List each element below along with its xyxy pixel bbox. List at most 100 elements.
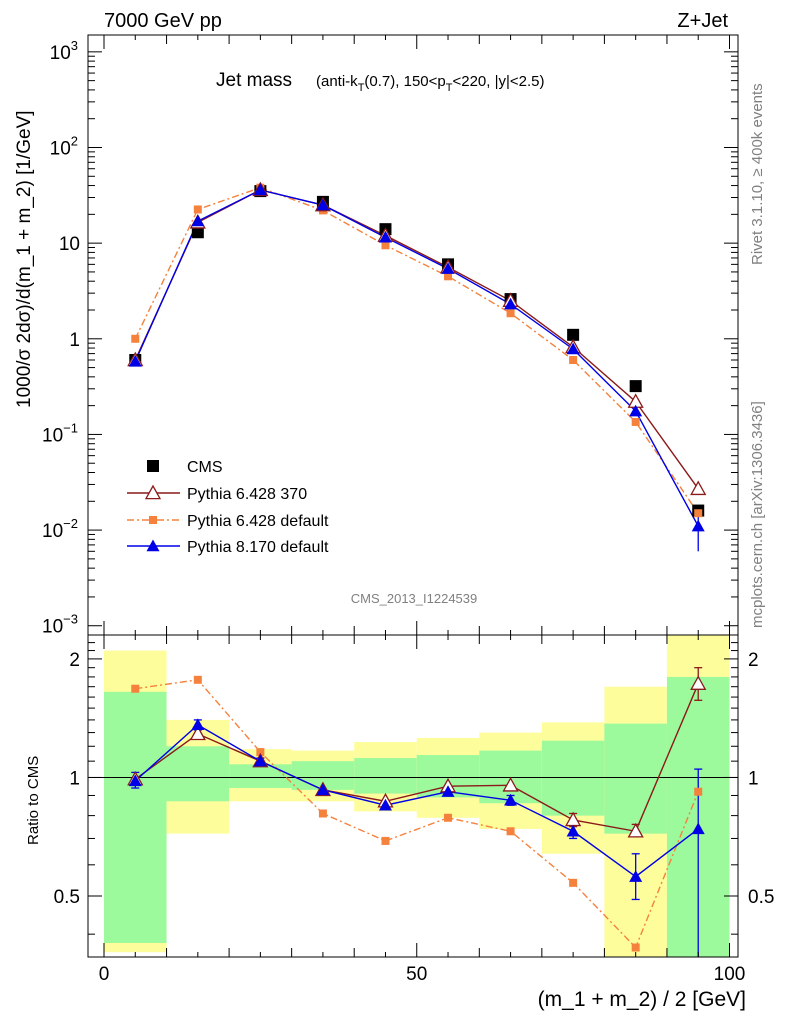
- ratio-y-tick-label-right: 1: [748, 768, 759, 789]
- main-y-tick-label: 10: [59, 234, 80, 255]
- ratio-line-p6_370: [134, 683, 699, 833]
- data-point-p6_default: [381, 241, 390, 250]
- legend-label-cms: CMS: [187, 459, 223, 476]
- ratio-point-p8_default: [566, 824, 580, 837]
- ratio-band-inner: [541, 740, 605, 816]
- ratio-y-axis-label: Ratio to CMS: [25, 756, 42, 845]
- data-point-p8_default: [191, 214, 205, 227]
- series-line-p6_default: [134, 186, 699, 514]
- ratio-point-p8_default: [629, 870, 643, 882]
- data-point-p8_default: [316, 198, 330, 211]
- legend-marker-p8_default: [146, 539, 160, 552]
- main-y-tick-label: 10−3: [42, 612, 78, 638]
- ratio-y-tick-label: 2: [69, 650, 80, 671]
- main-title: Jet mass: [216, 70, 292, 91]
- data-point-cms: [629, 380, 642, 393]
- x-tick-label: 50: [406, 964, 427, 985]
- x-axis-label: (m_1 + m_2) / 2 [GeV]: [538, 988, 746, 1011]
- data-point-p8_default: [691, 519, 705, 532]
- ratio-band-inner: [104, 691, 167, 943]
- ratio-point-p6_default: [381, 836, 390, 845]
- main-y-tick-label: 1: [69, 330, 80, 351]
- rivet-version-label: Rivet 3.1.10, ≥ 400k events: [749, 83, 766, 265]
- ratio-point-p6_default: [131, 684, 140, 693]
- ratio-band-inner: [354, 758, 417, 794]
- data-point-p8_default: [566, 342, 580, 355]
- main-axis-ticks: 10−3 10−2 10−1 1 10 102 103: [42, 35, 738, 638]
- main-frame: [87, 34, 739, 636]
- ratio-point-p6_default: [569, 878, 578, 887]
- legend-marker-p6_default: [149, 516, 157, 524]
- ratio-point-p6_370: [690, 675, 707, 690]
- ratio-y-tick-label-right: 0.5: [748, 887, 774, 908]
- ratio-point-p6_default: [193, 675, 202, 684]
- series-line-p8_default: [134, 189, 699, 527]
- ratio-line-p6_default: [135, 679, 699, 949]
- ratio-point-p6_370: [189, 725, 206, 741]
- ratio-point-p6_370: [627, 822, 644, 838]
- main-panel: 10−3 10−2 10−1 1 10 102 103 Jet mass (anti-kT(…: [14, 34, 739, 638]
- ratio-point-p6_default: [506, 827, 515, 836]
- legend-label-p6_default: Pythia 6.428 default: [187, 513, 329, 530]
- data-point-p6_default: [631, 417, 640, 426]
- ratio-y-tick-label-right: 2: [748, 650, 759, 671]
- data-point-p6_default: [444, 272, 453, 281]
- legend-marker-cms: [147, 460, 159, 472]
- ratio-band-inner: [604, 723, 667, 834]
- ratio-point-p8_default: [128, 774, 142, 787]
- data-point-p8_default: [441, 262, 455, 274]
- ratio-point-p6_default: [256, 748, 265, 757]
- main-y-tick-label: 103: [50, 38, 78, 64]
- ratio-point-p8_default: [441, 785, 455, 797]
- ratio-point-p8_default: [378, 798, 392, 811]
- data-point-p6_default: [506, 309, 515, 318]
- legend-label-p6_370: Pythia 6.428 370: [187, 486, 307, 503]
- data-point-cms: [567, 328, 580, 341]
- ratio-band-inner: [229, 764, 292, 789]
- data-point-p6_default: [193, 205, 202, 214]
- data-point-p6_370: [690, 480, 707, 496]
- data-point-p8_default: [253, 183, 267, 196]
- ratio-point-p8_default: [191, 718, 205, 731]
- ratio-point-p8_default: [253, 754, 267, 767]
- analysis-id-label: CMS_2013_I1224539: [351, 591, 478, 606]
- data-point-cms: [191, 226, 204, 239]
- ratio-line-p8_default: [134, 724, 699, 878]
- ratio-point-p6_default: [444, 813, 453, 822]
- ratio-point-p8_default: [691, 822, 705, 835]
- data-point-p6_default: [131, 334, 140, 343]
- energy-label: 7000 GeV pp: [104, 10, 222, 32]
- main-plot-area: [127, 181, 707, 552]
- main-y-axis-label: 1000/σ 2dσ)/d(m_1 + m_2) [1/GeV]: [14, 110, 35, 408]
- ratio-band-inner: [166, 746, 230, 802]
- ratio-y-tick-label: 1: [69, 768, 80, 789]
- main-y-tick-label: 102: [50, 133, 78, 159]
- series-line-p6_370: [134, 189, 699, 490]
- ratio-point-p8_default: [504, 793, 518, 806]
- ratio-point-p6_default: [694, 787, 703, 796]
- ratio-point-p8_default: [316, 783, 330, 796]
- main-y-tick-label: 10−2: [42, 516, 78, 542]
- ratio-plot-area: [88, 635, 738, 957]
- ratio-point-p6_370: [502, 776, 519, 792]
- data-point-p8_default: [128, 354, 142, 367]
- data-point-p8_default: [378, 230, 392, 243]
- ratio-axis-ticks: 0.5 0.5 1 1 2 2 0 50 100: [54, 635, 774, 985]
- ratio-point-p6_default: [631, 943, 640, 952]
- ratio-panel: 0.5 0.5 1 1 2 2 0 50 100 Ratio to CMS (m_1 + m_2…: [25, 634, 774, 1011]
- data-point-p6_default: [694, 509, 703, 518]
- ratio-point-p6_default: [318, 809, 327, 818]
- ratio-frame: [87, 634, 739, 958]
- main-subtitle: (anti-kT(0.7), 150<pT<220, |y|<2.5): [316, 73, 545, 94]
- legend: CMS Pythia 6.428 370 Pythia 6.428 default P…: [127, 459, 329, 556]
- x-tick-label: 100: [714, 964, 746, 985]
- legend-label-p8_default: Pythia 8.170 default: [187, 539, 329, 556]
- data-point-p6_default: [569, 356, 578, 365]
- ratio-y-tick-label: 0.5: [54, 887, 80, 908]
- mcplots-label: mcplots.cern.ch [arXiv:1306.3436]: [749, 401, 766, 628]
- x-tick-label: 0: [99, 964, 110, 985]
- main-y-tick-label: 10−1: [42, 420, 78, 446]
- data-point-p8_default: [629, 404, 643, 417]
- legend-marker-p6_370: [144, 484, 162, 500]
